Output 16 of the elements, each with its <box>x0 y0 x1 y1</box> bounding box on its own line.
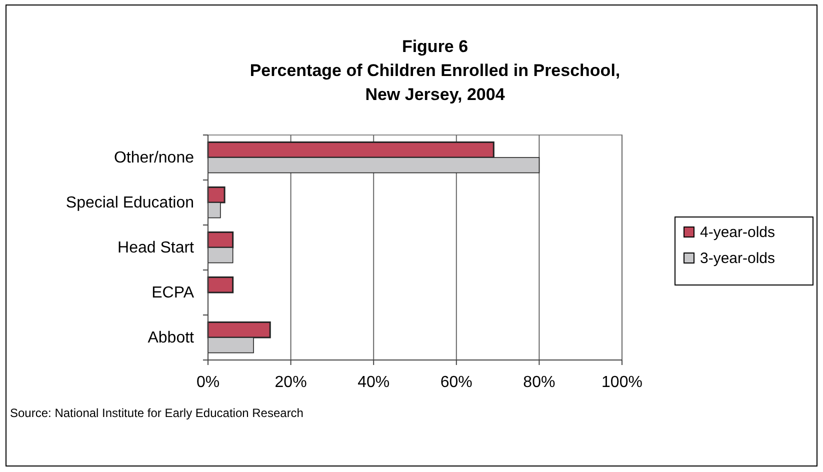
y-tick-label: Other/none <box>114 150 194 166</box>
x-tick-label: 100% <box>602 374 642 391</box>
y-tick-label: Head Start <box>118 240 195 256</box>
x-tick-label: 0% <box>196 374 220 391</box>
legend-label: 3-year-olds <box>700 250 776 267</box>
x-tick-label: 20% <box>274 374 307 391</box>
x-tick-label: 80% <box>523 374 556 391</box>
source-note: Source: National Institute for Early Education Research <box>10 406 304 420</box>
x-tick-label: 40% <box>358 374 390 391</box>
legend-label: 4-year-olds <box>700 224 776 241</box>
bar <box>207 276 234 294</box>
x-tick-label: 60% <box>440 374 472 391</box>
chart-title: Figure 6 Percentage of Children Enrolled in Preschool, New Jersey, 2004 <box>250 37 620 104</box>
y-tick-label: Special Education <box>66 194 194 212</box>
y-tick-label: ECPA <box>152 284 194 302</box>
y-tick-label: Abbott <box>148 330 195 346</box>
